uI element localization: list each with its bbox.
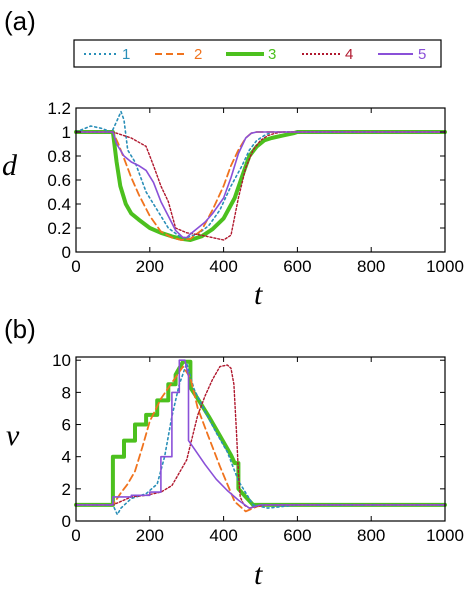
chart-b-xlabel: t bbox=[254, 558, 263, 590]
legend-label-3: 3 bbox=[268, 46, 276, 63]
chart-0-ytick-label: 1 bbox=[62, 123, 71, 142]
chart-1-xtick-label: 200 bbox=[136, 526, 164, 545]
chart-0-series-3 bbox=[74, 130, 447, 242]
chart-0-ytick-label: 0 bbox=[62, 243, 71, 262]
chart-1-xtick-label: 600 bbox=[283, 526, 311, 545]
chart-a-ylabel: d bbox=[2, 149, 18, 182]
chart-b: 0 200 400 600 800 1000 0 2 4 6 8 10 bbox=[52, 351, 464, 545]
chart-0-ytick-label: 0.2 bbox=[47, 219, 71, 238]
chart-0-xtick-label: 800 bbox=[357, 257, 385, 276]
chart-0-ytick-label: 0.6 bbox=[47, 171, 71, 190]
chart-0-ytick-label: 0.8 bbox=[47, 147, 71, 166]
chart-0-xtick-label: 400 bbox=[209, 257, 237, 276]
chart-1-series-5 bbox=[75, 359, 446, 509]
chart-0-series-5 bbox=[75, 131, 446, 239]
chart-1-ytick-label: 4 bbox=[62, 448, 71, 467]
chart-1-ytick-label: 2 bbox=[62, 480, 71, 499]
legend: 1 2 3 4 5 bbox=[73, 39, 442, 68]
chart-0-xtick-label: 0 bbox=[71, 257, 80, 276]
chart-1-series-4 bbox=[75, 364, 446, 509]
chart-1-series-3 bbox=[74, 359, 447, 507]
chart-1-frame bbox=[75, 356, 446, 522]
chart-0-xtick-label: 1000 bbox=[426, 257, 464, 276]
chart-0-xtick-label: 200 bbox=[136, 257, 164, 276]
chart-0-ytick-label: 1.2 bbox=[47, 99, 71, 118]
chart-1-series-2 bbox=[75, 365, 446, 513]
chart-0-series-4 bbox=[75, 131, 446, 241]
chart-0-series-2 bbox=[75, 131, 446, 241]
chart-0-frame bbox=[75, 107, 446, 253]
panel-b-label: (b) bbox=[4, 314, 36, 344]
legend-label-5: 5 bbox=[418, 46, 426, 63]
chart-1-xtick-label: 1000 bbox=[426, 526, 464, 545]
legend-label-4: 4 bbox=[345, 46, 353, 63]
chart-1-series-1 bbox=[75, 362, 446, 516]
chart-1-ytick-label: 10 bbox=[52, 351, 71, 370]
chart-1-xtick-label: 400 bbox=[209, 526, 237, 545]
chart-1-ytick-label: 0 bbox=[62, 512, 71, 531]
chart-1-xtick-label: 800 bbox=[357, 526, 385, 545]
chart-0-xtick-label: 600 bbox=[283, 257, 311, 276]
chart-0-ytick-label: 0.4 bbox=[47, 195, 71, 214]
panel-a-label: (a) bbox=[4, 6, 36, 36]
chart-a-xlabel: t bbox=[254, 278, 263, 311]
chart-1-ytick-label: 6 bbox=[62, 416, 71, 435]
chart-1-xtick-label: 0 bbox=[71, 526, 80, 545]
legend-label-2: 2 bbox=[194, 46, 202, 63]
legend-label-1: 1 bbox=[122, 46, 130, 63]
chart-b-ylabel: v bbox=[6, 419, 20, 452]
chart-1-ytick-label: 8 bbox=[62, 383, 71, 402]
